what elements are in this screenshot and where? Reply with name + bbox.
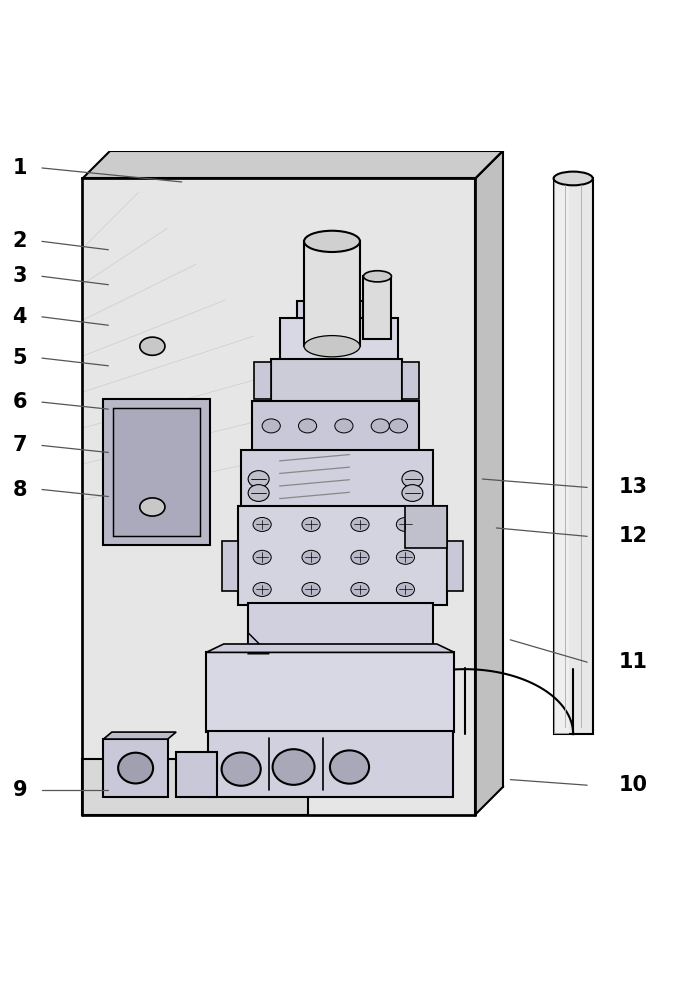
Ellipse shape <box>371 419 389 433</box>
Polygon shape <box>206 644 454 652</box>
Text: 5: 5 <box>13 348 27 368</box>
Ellipse shape <box>402 485 423 501</box>
Polygon shape <box>554 178 593 734</box>
Ellipse shape <box>363 271 391 282</box>
Polygon shape <box>248 633 269 654</box>
Ellipse shape <box>140 337 165 355</box>
Polygon shape <box>405 506 447 548</box>
Ellipse shape <box>351 582 369 596</box>
Text: 6: 6 <box>13 392 27 412</box>
Polygon shape <box>297 301 367 318</box>
Ellipse shape <box>335 419 353 433</box>
Ellipse shape <box>396 550 415 564</box>
Text: 1: 1 <box>13 158 27 178</box>
Polygon shape <box>280 318 398 360</box>
Polygon shape <box>304 241 360 346</box>
Ellipse shape <box>253 550 271 564</box>
Ellipse shape <box>273 749 315 785</box>
Ellipse shape <box>298 419 317 433</box>
Text: 4: 4 <box>13 307 27 327</box>
Ellipse shape <box>304 231 360 252</box>
Ellipse shape <box>351 550 369 564</box>
Polygon shape <box>271 359 402 402</box>
Polygon shape <box>113 408 200 536</box>
Polygon shape <box>82 150 503 178</box>
Text: 13: 13 <box>619 477 647 497</box>
Polygon shape <box>208 731 453 797</box>
Ellipse shape <box>396 582 415 596</box>
Ellipse shape <box>302 582 320 596</box>
Polygon shape <box>222 541 238 591</box>
Ellipse shape <box>351 517 369 531</box>
Polygon shape <box>363 276 391 339</box>
Ellipse shape <box>262 419 280 433</box>
Polygon shape <box>176 752 217 797</box>
Polygon shape <box>447 541 463 591</box>
Ellipse shape <box>248 485 269 501</box>
Ellipse shape <box>402 471 423 487</box>
Ellipse shape <box>118 753 153 783</box>
Polygon shape <box>248 603 433 654</box>
Ellipse shape <box>222 752 261 786</box>
Polygon shape <box>103 399 210 545</box>
Ellipse shape <box>302 517 320 531</box>
Text: 10: 10 <box>619 775 647 795</box>
Polygon shape <box>206 652 454 732</box>
Text: 11: 11 <box>619 652 647 672</box>
Text: 2: 2 <box>13 231 27 251</box>
Ellipse shape <box>302 550 320 564</box>
Ellipse shape <box>140 498 165 516</box>
Polygon shape <box>82 178 475 815</box>
Ellipse shape <box>253 517 271 531</box>
Text: 3: 3 <box>13 266 27 286</box>
Ellipse shape <box>554 172 593 185</box>
Polygon shape <box>254 362 271 399</box>
Polygon shape <box>402 362 419 399</box>
Polygon shape <box>475 150 503 815</box>
Polygon shape <box>103 739 168 797</box>
Ellipse shape <box>330 750 369 784</box>
Polygon shape <box>238 506 447 605</box>
Text: 7: 7 <box>13 435 27 455</box>
Polygon shape <box>103 732 176 739</box>
Text: 8: 8 <box>13 480 27 500</box>
Text: 9: 9 <box>13 780 27 800</box>
Ellipse shape <box>304 336 360 357</box>
Polygon shape <box>82 759 308 815</box>
Polygon shape <box>554 178 569 734</box>
Ellipse shape <box>396 517 415 531</box>
Polygon shape <box>252 401 419 451</box>
Ellipse shape <box>248 471 269 487</box>
Text: 12: 12 <box>619 526 647 546</box>
Ellipse shape <box>389 419 408 433</box>
Ellipse shape <box>253 582 271 596</box>
Polygon shape <box>241 450 433 507</box>
